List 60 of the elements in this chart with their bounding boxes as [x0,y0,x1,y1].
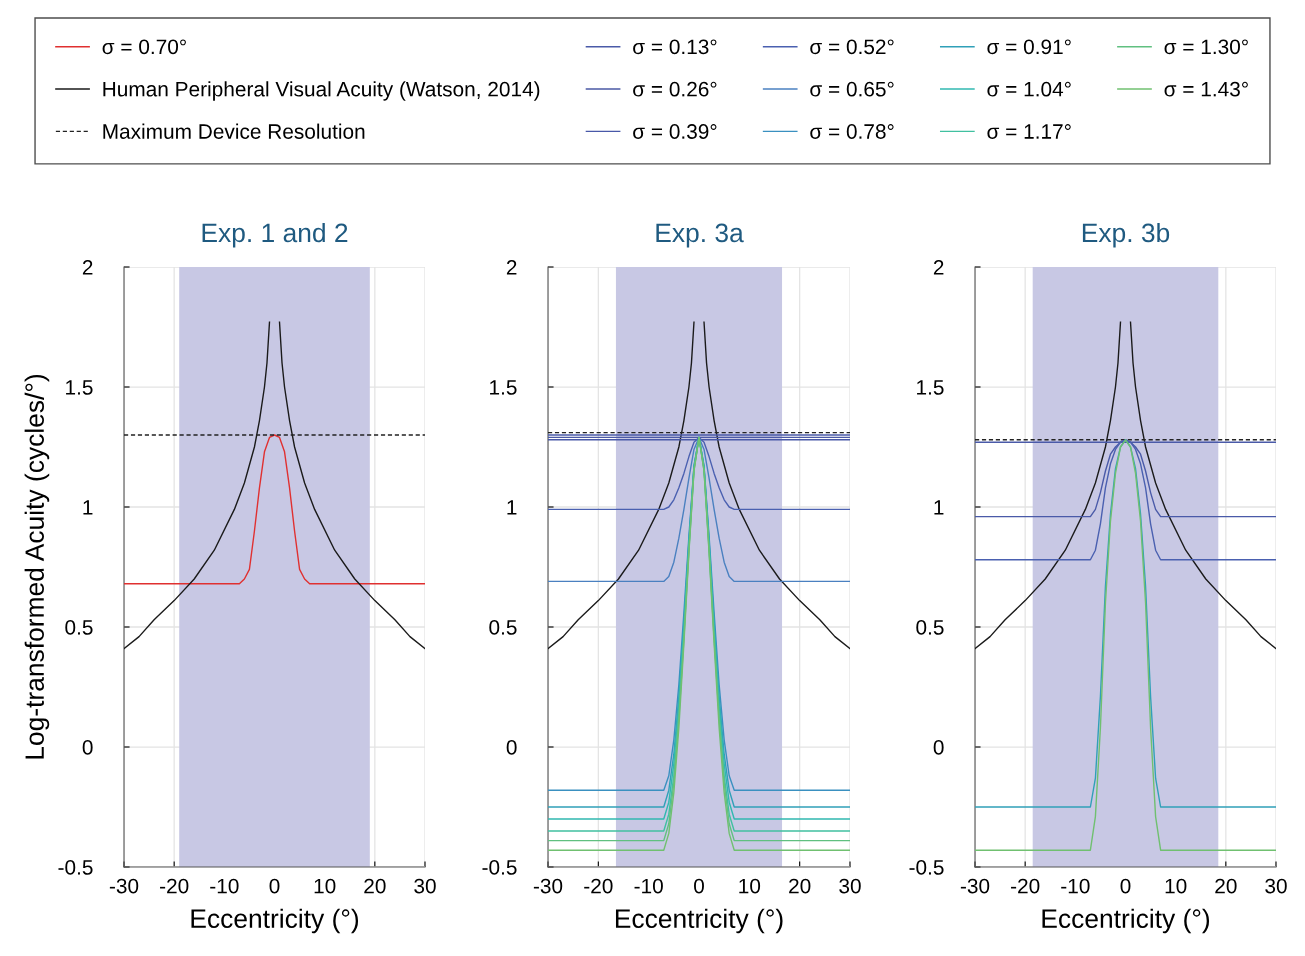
x-tick-label: 20 [1215,878,1237,894]
legend-label: σ = 1.30° [1164,39,1248,55]
x-tick-label: -10 [1061,878,1090,894]
y-tick-label: 1 [83,500,93,515]
legend-label: σ = 0.70° [102,39,186,55]
chart-title: Exp. 3a [656,223,744,248]
x-tick-label: 30 [839,878,861,894]
y-tick-label: 0.5 [65,620,93,635]
y-tick-label: 0.5 [489,620,517,635]
x-tick-label: 20 [364,878,386,894]
y-tick-label: 1.5 [66,380,93,395]
x-tick-label: -20 [160,878,189,894]
y-tick-label: -0.5 [58,860,93,875]
legend-label: σ = 0.13° [633,39,717,55]
x-tick-label: 0 [269,878,280,894]
y-tick-label: 1.5 [490,380,517,395]
legend-label: σ = 0.39° [633,124,717,139]
legend-label: σ = 1.04° [987,81,1071,97]
x-tick-label: -20 [584,878,613,894]
x-tick-label: 10 [1165,878,1187,894]
legend-label: Maximum Device Resolution [103,123,365,139]
x-tick-label: 20 [789,878,811,894]
y-tick-label: 0 [82,740,93,755]
x-axis-title: Eccentricity (°) [191,908,359,934]
x-tick-label: 10 [314,878,336,894]
legend-label: σ = 0.26° [633,81,717,97]
x-tick-label: 30 [414,878,436,894]
y-tick-label: -0.5 [482,860,517,875]
y-tick-label: 1 [934,500,944,515]
legend-label: σ = 1.43° [1164,81,1248,97]
y-tick-label: 0 [506,740,517,755]
x-tick-label: 0 [1120,878,1131,894]
x-axis-title: Eccentricity (°) [615,908,783,934]
x-tick-label: -30 [960,878,990,894]
x-tick-label: -20 [1011,878,1040,894]
y-tick-label: 0.5 [916,620,944,635]
chart-title: Exp. 3b [1082,222,1170,248]
y-tick-label: 1.5 [917,380,944,395]
legend-label: σ = 0.52° [810,39,894,55]
chart-title: Exp. 1 and 2 [202,222,348,248]
x-tick-label: -30 [533,878,563,894]
legend-label: σ = 0.91° [987,39,1071,55]
x-axis-title: Eccentricity (°) [1042,908,1210,934]
y-tick-label: 2 [506,260,517,275]
x-tick-label: 0 [694,878,704,894]
y-tick-label: 0 [933,740,944,755]
x-tick-label: -30 [109,878,139,894]
y-tick-label: 2 [933,260,944,275]
y-tick-label: 1 [507,500,517,515]
legend-label: σ = 0.65° [810,81,894,97]
x-tick-label: 30 [1265,878,1287,894]
x-tick-label: -10 [210,878,239,894]
legend-label: σ = 0.78° [810,124,894,139]
x-tick-label: -10 [634,878,663,894]
y-tick-label: 2 [82,260,93,275]
y-tick-label: -0.5 [909,860,944,875]
x-tick-label: 10 [739,878,761,894]
y-axis-title: Log-transformed Acuity (cycles/°) [24,374,50,759]
legend-label: σ = 1.17° [987,124,1071,139]
legend-label: Human Peripheral Visual Acuity (Watson, 2014) [103,81,540,101]
